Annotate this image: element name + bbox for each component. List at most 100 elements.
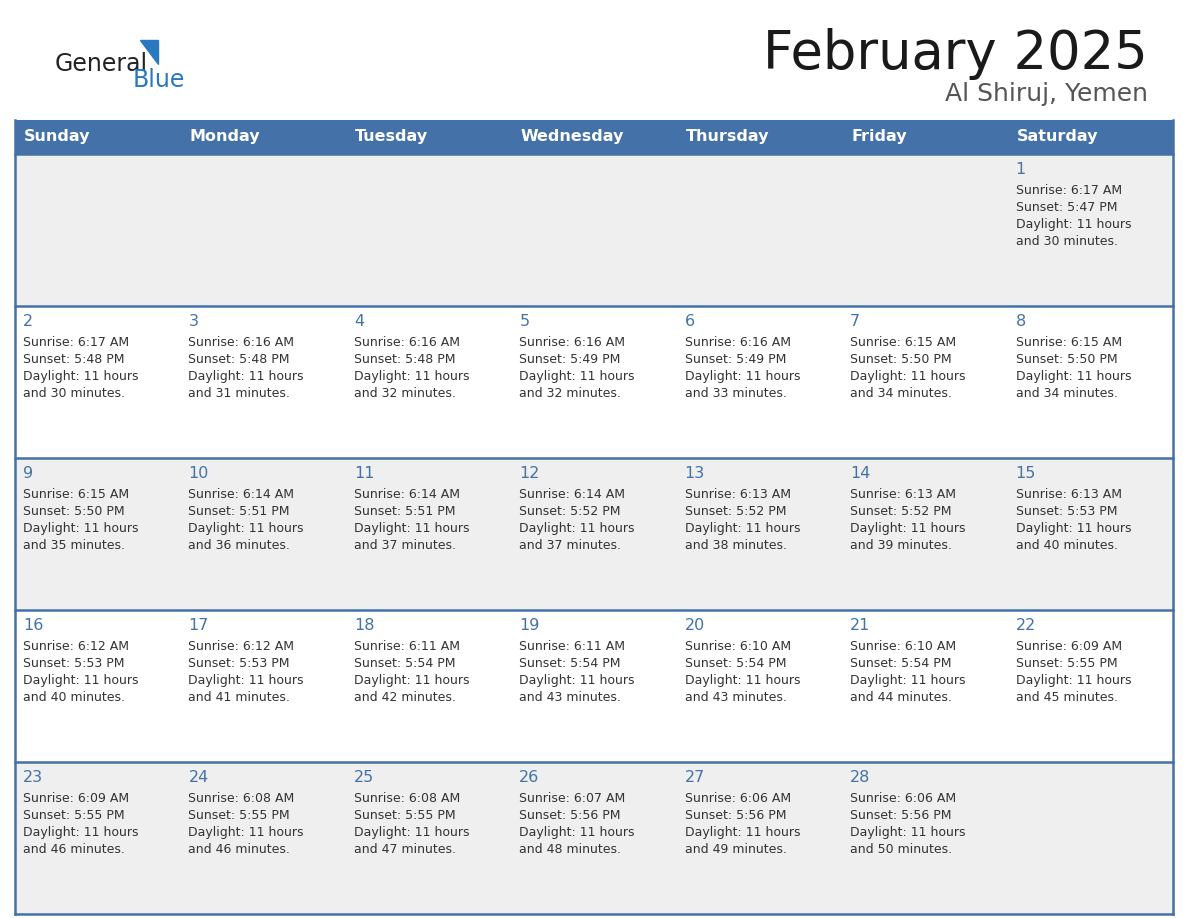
Text: and 36 minutes.: and 36 minutes. — [189, 539, 290, 552]
Text: 17: 17 — [189, 618, 209, 633]
Text: Sunrise: 6:17 AM: Sunrise: 6:17 AM — [23, 336, 129, 349]
Text: Sunset: 5:55 PM: Sunset: 5:55 PM — [23, 809, 125, 822]
Text: Blue: Blue — [133, 68, 185, 92]
Text: and 47 minutes.: and 47 minutes. — [354, 843, 456, 856]
Text: Sunrise: 6:15 AM: Sunrise: 6:15 AM — [23, 488, 129, 501]
Text: Daylight: 11 hours: Daylight: 11 hours — [519, 674, 634, 687]
Text: Sunrise: 6:17 AM: Sunrise: 6:17 AM — [1016, 184, 1121, 197]
Text: Daylight: 11 hours: Daylight: 11 hours — [354, 370, 469, 383]
Text: Monday: Monday — [189, 129, 260, 144]
Text: and 42 minutes.: and 42 minutes. — [354, 691, 456, 704]
Text: Sunset: 5:54 PM: Sunset: 5:54 PM — [354, 657, 455, 670]
Text: Daylight: 11 hours: Daylight: 11 hours — [1016, 522, 1131, 535]
Text: Daylight: 11 hours: Daylight: 11 hours — [519, 522, 634, 535]
Text: 11: 11 — [354, 466, 374, 481]
Text: Sunrise: 6:15 AM: Sunrise: 6:15 AM — [1016, 336, 1121, 349]
Text: 3: 3 — [189, 314, 198, 329]
Text: 28: 28 — [851, 770, 871, 785]
Text: Sunset: 5:54 PM: Sunset: 5:54 PM — [851, 657, 952, 670]
Text: Sunset: 5:56 PM: Sunset: 5:56 PM — [851, 809, 952, 822]
Text: and 30 minutes.: and 30 minutes. — [23, 387, 125, 400]
Text: and 39 minutes.: and 39 minutes. — [851, 539, 952, 552]
Text: Sunset: 5:51 PM: Sunset: 5:51 PM — [354, 505, 455, 518]
Text: Daylight: 11 hours: Daylight: 11 hours — [1016, 674, 1131, 687]
Text: Daylight: 11 hours: Daylight: 11 hours — [851, 674, 966, 687]
Text: Sunrise: 6:08 AM: Sunrise: 6:08 AM — [189, 792, 295, 805]
Text: and 46 minutes.: and 46 minutes. — [189, 843, 290, 856]
Text: Sunrise: 6:08 AM: Sunrise: 6:08 AM — [354, 792, 460, 805]
Text: Sunset: 5:53 PM: Sunset: 5:53 PM — [1016, 505, 1117, 518]
Text: and 38 minutes.: and 38 minutes. — [684, 539, 786, 552]
Text: and 35 minutes.: and 35 minutes. — [23, 539, 125, 552]
Text: Daylight: 11 hours: Daylight: 11 hours — [1016, 218, 1131, 231]
Text: and 46 minutes.: and 46 minutes. — [23, 843, 125, 856]
Text: Friday: Friday — [851, 129, 906, 144]
Text: Sunrise: 6:16 AM: Sunrise: 6:16 AM — [354, 336, 460, 349]
Text: 6: 6 — [684, 314, 695, 329]
Text: Sunset: 5:48 PM: Sunset: 5:48 PM — [354, 353, 455, 366]
Text: Daylight: 11 hours: Daylight: 11 hours — [519, 370, 634, 383]
Text: and 50 minutes.: and 50 minutes. — [851, 843, 953, 856]
Text: and 30 minutes.: and 30 minutes. — [1016, 235, 1118, 248]
Bar — [15, 762, 1173, 914]
Text: and 43 minutes.: and 43 minutes. — [519, 691, 621, 704]
Text: Sunrise: 6:13 AM: Sunrise: 6:13 AM — [851, 488, 956, 501]
Text: Daylight: 11 hours: Daylight: 11 hours — [23, 522, 139, 535]
Text: Sunday: Sunday — [24, 129, 90, 144]
Bar — [15, 154, 1173, 306]
Text: General: General — [55, 52, 148, 76]
Text: 19: 19 — [519, 618, 539, 633]
Text: Daylight: 11 hours: Daylight: 11 hours — [23, 826, 139, 839]
Text: and 49 minutes.: and 49 minutes. — [684, 843, 786, 856]
Text: Sunrise: 6:16 AM: Sunrise: 6:16 AM — [519, 336, 625, 349]
Bar — [15, 458, 1173, 610]
Text: Sunset: 5:56 PM: Sunset: 5:56 PM — [684, 809, 786, 822]
Text: Daylight: 11 hours: Daylight: 11 hours — [354, 674, 469, 687]
Text: 23: 23 — [23, 770, 43, 785]
Text: 7: 7 — [851, 314, 860, 329]
Text: and 32 minutes.: and 32 minutes. — [354, 387, 456, 400]
Text: Sunrise: 6:12 AM: Sunrise: 6:12 AM — [23, 640, 129, 653]
Text: Daylight: 11 hours: Daylight: 11 hours — [684, 370, 801, 383]
Text: Sunset: 5:49 PM: Sunset: 5:49 PM — [519, 353, 620, 366]
Text: Daylight: 11 hours: Daylight: 11 hours — [851, 826, 966, 839]
Text: Daylight: 11 hours: Daylight: 11 hours — [1016, 370, 1131, 383]
Text: 25: 25 — [354, 770, 374, 785]
Text: Sunrise: 6:07 AM: Sunrise: 6:07 AM — [519, 792, 626, 805]
Text: Sunset: 5:53 PM: Sunset: 5:53 PM — [23, 657, 125, 670]
Text: Daylight: 11 hours: Daylight: 11 hours — [23, 370, 139, 383]
Text: Sunset: 5:52 PM: Sunset: 5:52 PM — [684, 505, 786, 518]
Text: and 31 minutes.: and 31 minutes. — [189, 387, 290, 400]
Text: and 34 minutes.: and 34 minutes. — [851, 387, 952, 400]
Text: Sunset: 5:56 PM: Sunset: 5:56 PM — [519, 809, 621, 822]
Text: and 41 minutes.: and 41 minutes. — [189, 691, 290, 704]
Text: Sunrise: 6:16 AM: Sunrise: 6:16 AM — [189, 336, 295, 349]
Text: 22: 22 — [1016, 618, 1036, 633]
Text: and 44 minutes.: and 44 minutes. — [851, 691, 952, 704]
Text: 27: 27 — [684, 770, 704, 785]
Text: 24: 24 — [189, 770, 209, 785]
Text: 2: 2 — [23, 314, 33, 329]
Text: Sunset: 5:51 PM: Sunset: 5:51 PM — [189, 505, 290, 518]
Text: Sunset: 5:55 PM: Sunset: 5:55 PM — [354, 809, 455, 822]
Text: Daylight: 11 hours: Daylight: 11 hours — [189, 826, 304, 839]
Text: Sunset: 5:53 PM: Sunset: 5:53 PM — [189, 657, 290, 670]
Text: 4: 4 — [354, 314, 364, 329]
Text: Thursday: Thursday — [685, 129, 769, 144]
Text: Sunset: 5:47 PM: Sunset: 5:47 PM — [1016, 201, 1117, 214]
Text: 16: 16 — [23, 618, 44, 633]
Text: 8: 8 — [1016, 314, 1025, 329]
Text: Daylight: 11 hours: Daylight: 11 hours — [851, 522, 966, 535]
Text: Daylight: 11 hours: Daylight: 11 hours — [189, 674, 304, 687]
Text: Sunset: 5:50 PM: Sunset: 5:50 PM — [851, 353, 952, 366]
Text: Sunset: 5:52 PM: Sunset: 5:52 PM — [519, 505, 621, 518]
Text: Sunrise: 6:09 AM: Sunrise: 6:09 AM — [1016, 640, 1121, 653]
Text: and 37 minutes.: and 37 minutes. — [519, 539, 621, 552]
Text: and 40 minutes.: and 40 minutes. — [23, 691, 125, 704]
Text: Sunrise: 6:13 AM: Sunrise: 6:13 AM — [684, 488, 791, 501]
Bar — [15, 610, 1173, 762]
Text: 18: 18 — [354, 618, 374, 633]
Text: 26: 26 — [519, 770, 539, 785]
Text: 10: 10 — [189, 466, 209, 481]
Text: 12: 12 — [519, 466, 539, 481]
